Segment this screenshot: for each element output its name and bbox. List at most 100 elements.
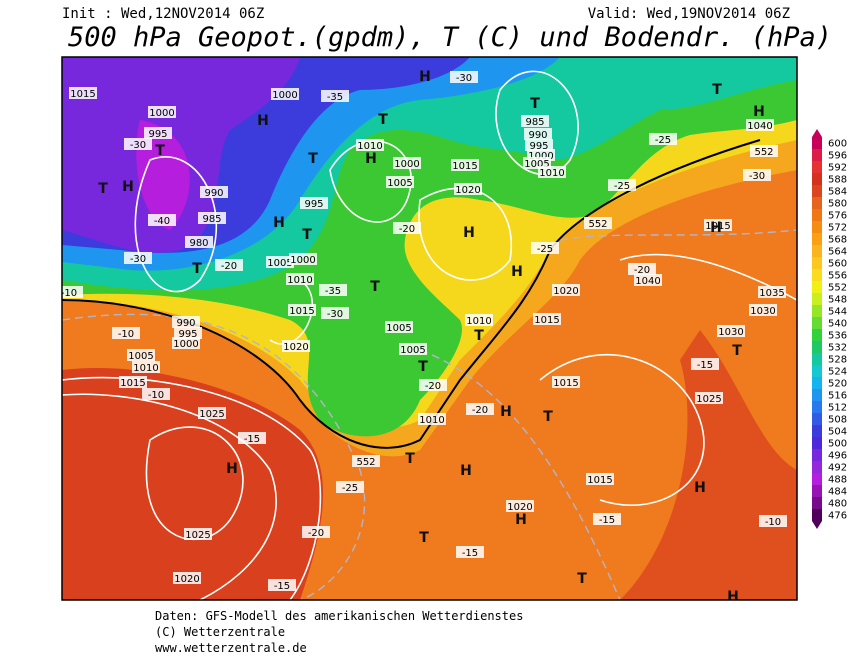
colorbar-swatch <box>812 233 822 245</box>
colorbar-label: 600 <box>828 139 847 150</box>
colorbar-swatch <box>812 245 822 257</box>
colorbar-label: 560 <box>828 259 847 270</box>
contour-label: 1000 <box>173 339 198 350</box>
contour-label: 1000 <box>149 108 174 119</box>
pressure-center: T <box>155 143 165 159</box>
colorbar-label: 516 <box>828 391 847 402</box>
label-box <box>506 500 534 512</box>
contour-label: -20 <box>221 261 237 272</box>
contour-label: 1015 <box>705 221 730 232</box>
colorbar-swatch <box>812 425 822 437</box>
colorbar-label: 544 <box>828 307 847 318</box>
label-box <box>451 159 479 171</box>
contour-label: 1015 <box>553 378 578 389</box>
label-box <box>758 286 786 298</box>
colorbar-label: 540 <box>828 319 847 330</box>
contour-label: -10 <box>118 329 134 340</box>
contour-label: 1015 <box>587 475 612 486</box>
label-box <box>144 127 172 139</box>
colorbar-label: 552 <box>828 283 847 294</box>
label-box <box>717 325 745 337</box>
colorbar-label: 520 <box>828 379 847 390</box>
contour-label: 1005 <box>386 323 411 334</box>
label-box <box>450 71 478 83</box>
label-box <box>746 119 774 131</box>
init-time: Init : Wed,12NOV2014 06Z <box>62 6 264 22</box>
contour-label: 1020 <box>283 342 308 353</box>
contour-label: 1025 <box>696 394 721 405</box>
map-frame <box>61 56 798 601</box>
label-box <box>286 273 314 285</box>
label-box <box>399 343 427 355</box>
pressure-center: T <box>370 279 380 295</box>
label-box <box>215 259 243 271</box>
contour-label: 980 <box>189 238 208 249</box>
label-box <box>466 403 494 415</box>
label-box <box>198 407 226 419</box>
colorbar-swatch <box>812 461 822 473</box>
colorbar-swatch <box>812 269 822 281</box>
contour-label: 1005 <box>128 351 153 362</box>
contour-label: 1005 <box>400 345 425 356</box>
pressure-center: H <box>257 113 269 129</box>
label-box <box>704 219 732 231</box>
contour-label: -40 <box>154 216 170 227</box>
contour-label: 1025 <box>185 530 210 541</box>
contour-label: -20 <box>308 528 324 539</box>
label-box <box>695 392 723 404</box>
label-box <box>533 313 561 325</box>
label-box <box>386 176 414 188</box>
label-box <box>148 106 176 118</box>
label-box <box>628 263 656 275</box>
contour-label: -25 <box>614 181 630 192</box>
contour-label: 552 <box>754 147 773 158</box>
pressure-center: H <box>727 589 739 605</box>
colorbar-swatch <box>812 389 822 401</box>
colorbar-swatch <box>812 401 822 413</box>
contour-label: -10 <box>61 288 77 299</box>
label-box <box>454 183 482 195</box>
label-box <box>750 145 778 157</box>
colorbar-label: 536 <box>828 331 847 342</box>
colorbar-arrow-bottom <box>812 521 822 529</box>
colorbar-label: 512 <box>828 403 847 414</box>
label-box <box>268 579 296 591</box>
pressure-center: T <box>474 328 484 344</box>
colorbar-swatch <box>812 185 822 197</box>
colorbar-label: 488 <box>828 475 847 486</box>
colorbar-swatch <box>812 449 822 461</box>
contour-label: 1030 <box>750 306 775 317</box>
pressure-center: T <box>418 359 428 375</box>
label-box <box>336 481 364 493</box>
contour-label: 990 <box>528 130 547 141</box>
label-box <box>148 214 176 226</box>
colorbar-label: 584 <box>828 187 847 198</box>
contour-label: 1025 <box>199 409 224 420</box>
label-box <box>198 212 226 224</box>
contour-label: -20 <box>425 381 441 392</box>
label-box <box>200 186 228 198</box>
pressure-center: T <box>419 530 429 546</box>
pressure-center: H <box>419 69 431 85</box>
colorbar-label: 568 <box>828 235 847 246</box>
contour-label: 1000 <box>528 151 553 162</box>
contour-label: -15 <box>274 581 290 592</box>
colorbar-label: 508 <box>828 415 847 426</box>
pressure-center: H <box>226 461 238 477</box>
colorbar-swatch <box>812 497 822 509</box>
contour-label: -10 <box>765 517 781 528</box>
pressure-center: H <box>515 512 527 528</box>
pressure-center: H <box>463 225 475 241</box>
pressure-center: H <box>694 480 706 496</box>
label-box <box>524 128 552 140</box>
colorbar-label: 480 <box>828 499 847 510</box>
colorbar-swatch <box>812 257 822 269</box>
contour-label: 1005 <box>387 178 412 189</box>
contour-label: 1040 <box>747 121 772 132</box>
label-box <box>271 88 299 100</box>
label-box <box>419 379 447 391</box>
contour-label: 1000 <box>272 90 297 101</box>
contour-label: 1030 <box>718 327 743 338</box>
contour-label: 990 <box>176 318 195 329</box>
colorbar-label: 588 <box>828 175 847 186</box>
